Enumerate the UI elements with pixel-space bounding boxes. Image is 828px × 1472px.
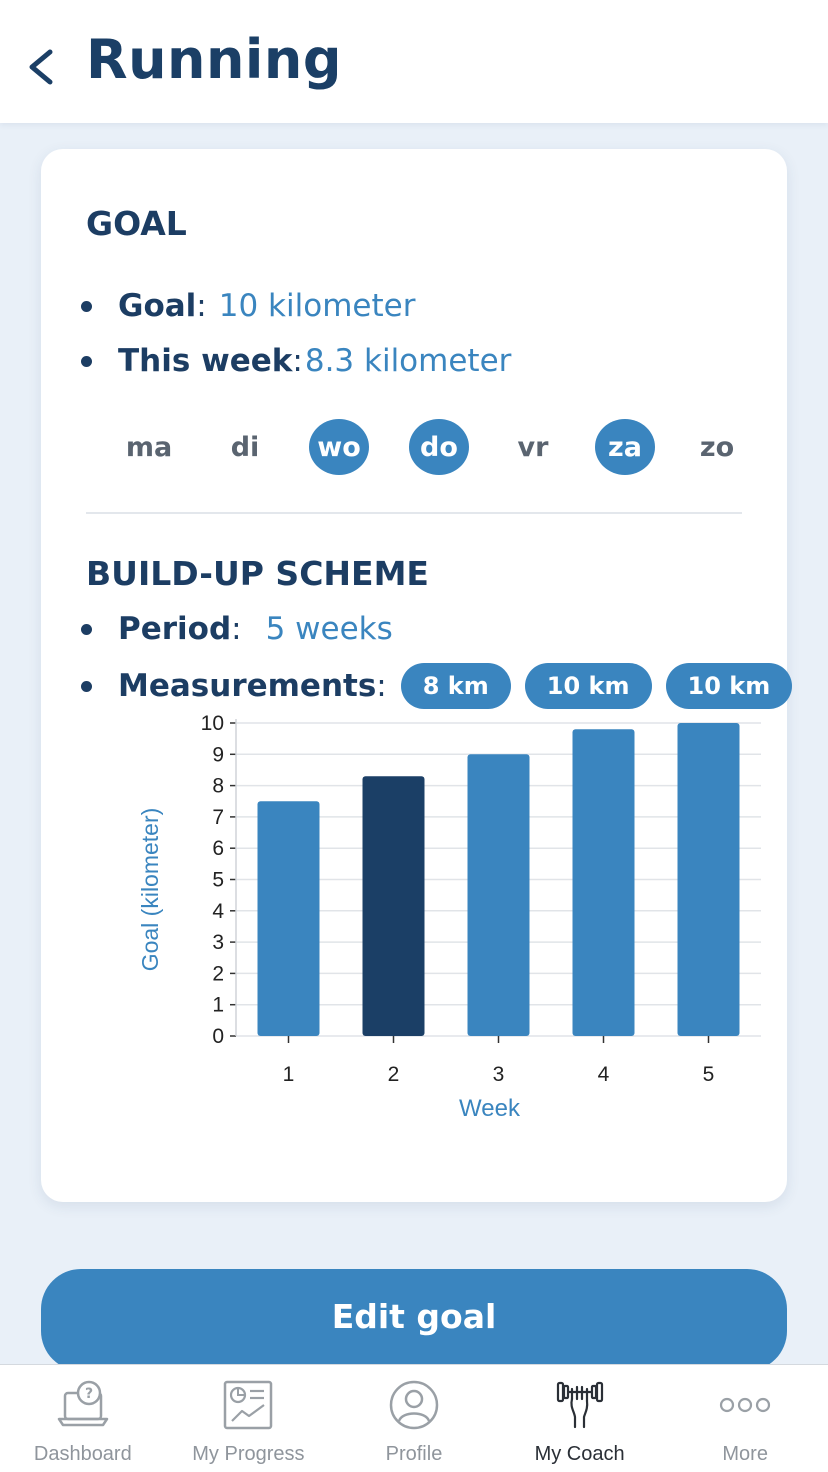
page-title: Running	[86, 28, 343, 91]
measurement-pill[interactable]: 10 km	[665, 663, 793, 709]
chart-bar	[257, 801, 320, 1036]
bullet-dot	[81, 355, 92, 367]
this-week-row: This week : 8.3 kilometer	[81, 339, 511, 383]
goal-row: Goal : 10 kilometer	[81, 284, 415, 328]
tab-more[interactable]: More	[662, 1365, 828, 1472]
day-ma[interactable]: ma	[125, 431, 173, 463]
more-dots-icon	[720, 1397, 771, 1413]
measurement-pill[interactable]: 10 km	[524, 663, 652, 709]
bullet-dot	[81, 623, 92, 635]
tab-label: My Progress	[192, 1443, 305, 1465]
chart-bar	[362, 776, 425, 1036]
scheme-section-title: BUILD-UP SCHEME	[86, 554, 429, 593]
chevron-left-icon	[29, 49, 53, 85]
chart-bar	[572, 729, 635, 1036]
x-tick-label: 4	[598, 1063, 610, 1086]
day-zo[interactable]: zo	[699, 431, 735, 463]
edit-goal-button[interactable]: Edit goal	[41, 1269, 787, 1371]
day-za[interactable]: za	[595, 419, 655, 475]
y-tick-label: 0	[212, 1025, 224, 1048]
dumbbell-hand-icon	[556, 1381, 603, 1429]
x-axis-title: Week	[459, 1095, 521, 1122]
tab-label: More	[722, 1443, 768, 1465]
profile-user-icon	[389, 1380, 439, 1430]
goal-card: GOAL Goal : 10 kilometer This week : 8.3…	[41, 149, 793, 1202]
weekday-selector: ma di wo do vr za zo	[119, 419, 739, 479]
y-tick-label: 10	[201, 712, 224, 735]
svg-text:?: ?	[85, 1386, 93, 1402]
day-do[interactable]: do	[409, 419, 469, 475]
y-tick-label: 2	[212, 962, 224, 985]
period-row: Period : 5 weeks	[81, 607, 393, 651]
tab-dashboard[interactable]: ? Dashboard	[0, 1365, 166, 1472]
goal-bar-chart: 0 1 2 3 4 5 6 7 8 9 10 1 2 3 4 5 Week Goal (kilometer)	[137, 712, 761, 1122]
goal-value: 10 kilometer	[218, 288, 416, 324]
x-tick-label: 5	[703, 1063, 715, 1086]
tab-my-coach[interactable]: My Coach	[497, 1365, 663, 1472]
y-axis-title: Goal (kilometer)	[137, 808, 163, 972]
chart-bar	[677, 723, 740, 1036]
this-week-colon: :	[292, 343, 303, 379]
day-di[interactable]: di	[230, 431, 260, 463]
y-tick-label: 6	[212, 837, 224, 860]
this-week-label: This week	[118, 343, 293, 379]
goal-section-title: GOAL	[86, 204, 187, 243]
back-button[interactable]	[22, 42, 66, 92]
top-header: Running	[0, 0, 828, 123]
period-colon: :	[231, 611, 242, 647]
bullet-dot	[81, 300, 92, 312]
dashboard-help-icon: ?	[57, 1380, 109, 1427]
chart-bar	[467, 754, 530, 1036]
goal-label: Goal	[118, 288, 197, 324]
x-tick-label: 1	[283, 1063, 295, 1086]
progress-report-icon	[224, 1380, 273, 1430]
bottom-tab-bar: ? Dashboard My Progress Profile	[0, 1364, 828, 1472]
this-week-value: 8.3 kilometer	[304, 343, 512, 379]
y-tick-label: 9	[212, 743, 224, 766]
tab-profile[interactable]: Profile	[331, 1365, 497, 1472]
y-tick-label: 3	[212, 931, 224, 954]
period-label: Period	[118, 611, 232, 647]
x-tick-label: 3	[493, 1063, 505, 1086]
period-value: 5 weeks	[265, 611, 393, 647]
tab-label: My Coach	[534, 1443, 625, 1465]
measurements-colon: :	[376, 668, 387, 704]
y-tick-label: 4	[212, 900, 224, 923]
y-tick-label: 1	[212, 994, 224, 1017]
tab-my-progress[interactable]: My Progress	[166, 1365, 332, 1472]
y-tick-label: 8	[212, 775, 224, 798]
bullet-dot	[81, 680, 92, 692]
day-wo[interactable]: wo	[309, 419, 369, 475]
measurement-pill[interactable]: 8 km	[400, 663, 511, 709]
section-divider	[86, 512, 742, 514]
y-tick-label: 7	[212, 806, 224, 829]
tab-label: Profile	[385, 1443, 443, 1465]
y-tick-label: 5	[212, 869, 224, 892]
goal-colon: :	[196, 288, 207, 324]
measurements-row: Measurements : 8 km 10 km 10 km	[81, 663, 793, 709]
tab-label: Dashboard	[33, 1443, 132, 1465]
measurements-label: Measurements	[118, 668, 377, 704]
day-vr[interactable]: vr	[517, 431, 549, 463]
x-tick-label: 2	[388, 1063, 400, 1086]
